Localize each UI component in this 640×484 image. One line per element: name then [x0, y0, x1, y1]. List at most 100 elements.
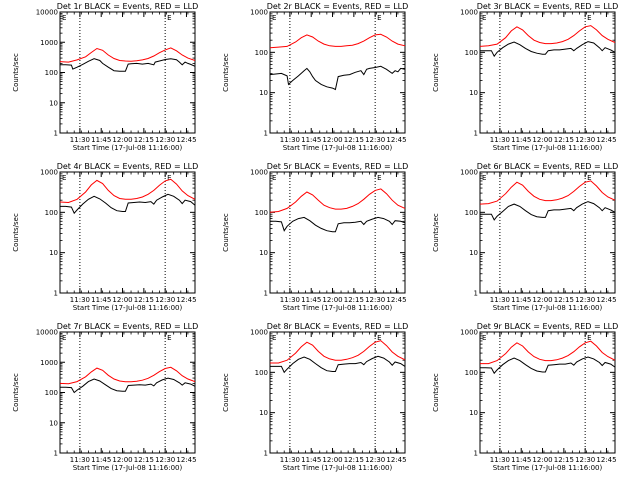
- y-tick-label: 10: [49, 249, 58, 257]
- x-tick-label: 11:30: [490, 136, 510, 144]
- panel-det-1r: Det 1r BLACK = Events, RED = LLD 1 10 100 10…: [12, 2, 198, 152]
- y-tick-label: 10: [259, 409, 268, 417]
- series-line-events: [269, 65, 406, 91]
- x-axis-label: Start Time (17-Jul-08 11:16:00): [493, 304, 603, 312]
- y-axis-label: Counts/sec: [222, 53, 230, 92]
- x-tick-label: 12:30: [365, 296, 385, 304]
- x-axis-label: Start Time (17-Jul-08 11:16:00): [493, 144, 603, 152]
- y-tick-label: 100: [45, 389, 58, 397]
- series-line-lld: [59, 178, 196, 204]
- x-tick-label: 12:45: [386, 136, 406, 144]
- x-tick-label: 11:30: [490, 456, 510, 464]
- series-line-lld: [269, 33, 406, 49]
- series-line-lld: [269, 188, 406, 213]
- y-tick-label: 1: [54, 130, 58, 138]
- x-tick-label: 12:45: [176, 296, 196, 304]
- series-line-events: [60, 377, 196, 394]
- series-line-events: [60, 58, 196, 72]
- x-tick-label: 11:45: [301, 136, 321, 144]
- x-tick-label: 12:00: [532, 296, 552, 304]
- corner-marker-right: E: [167, 14, 171, 22]
- x-tick-label: 12:45: [386, 296, 406, 304]
- x-tick-label: 11:30: [280, 296, 300, 304]
- x-axis-label: Start Time (17-Jul-08 11:16:00): [283, 144, 393, 152]
- panel-title: Det 8r BLACK = Events, RED = LLD: [267, 322, 409, 331]
- y-axis-label: Counts/sec: [12, 53, 20, 92]
- y-tick-label: 100: [465, 209, 478, 217]
- x-tick-label: 11:30: [280, 136, 300, 144]
- panel-det-4r: Det 4r BLACK = Events, RED = LLD 1 10 100 10…: [12, 162, 198, 312]
- y-tick-label: 1000: [460, 169, 478, 177]
- corner-marker-right: E: [377, 174, 381, 182]
- x-tick-label: 12:30: [155, 296, 175, 304]
- corner-marker-left: E: [272, 14, 276, 22]
- corner-marker-left: E: [62, 334, 66, 342]
- x-tick-label: 11:45: [91, 296, 111, 304]
- x-tick-label: 12:00: [112, 296, 132, 304]
- panel-title: Det 9r BLACK = Events, RED = LLD: [477, 322, 619, 331]
- x-tick-label: 12:15: [554, 296, 574, 304]
- series-line-lld: [479, 25, 616, 47]
- panel-title: Det 6r BLACK = Events, RED = LLD: [477, 162, 619, 171]
- panel-title: Det 2r BLACK = Events, RED = LLD: [267, 2, 409, 11]
- x-axis-label: Start Time (17-Jul-08 11:16:00): [283, 304, 393, 312]
- x-tick-label: 12:45: [386, 456, 406, 464]
- x-tick-label: 12:45: [176, 136, 196, 144]
- corner-marker-left: E: [62, 174, 66, 182]
- corner-marker-right: E: [167, 174, 171, 182]
- y-axis-label: Counts/sec: [12, 213, 20, 252]
- x-tick-label: 12:45: [176, 456, 196, 464]
- y-axis-label: Counts/sec: [12, 373, 20, 412]
- series-line-events: [270, 355, 406, 374]
- plot-frame: [479, 171, 616, 294]
- panel-det-6r: Det 6r BLACK = Events, RED = LLD 1 10 100 10…: [432, 162, 618, 312]
- y-tick-label: 1000: [460, 9, 478, 17]
- y-tick-label: 100: [255, 369, 268, 377]
- series-line-lld: [479, 180, 616, 205]
- y-tick-label: 10000: [36, 9, 58, 17]
- y-tick-label: 10: [469, 409, 478, 417]
- y-tick-label: 1000: [250, 9, 268, 17]
- corner-marker-left: E: [482, 334, 486, 342]
- x-tick-label: 12:00: [532, 456, 552, 464]
- y-tick-label: 1: [474, 450, 478, 458]
- x-axis-label: Start Time (17-Jul-08 11:16:00): [73, 304, 183, 312]
- series-line-events: [480, 201, 616, 221]
- corner-marker-left: E: [482, 174, 486, 182]
- x-tick-label: 12:00: [322, 456, 342, 464]
- x-tick-label: 12:00: [322, 296, 342, 304]
- x-tick-label: 12:15: [134, 456, 154, 464]
- x-tick-label: 12:15: [344, 136, 364, 144]
- panel-title: Det 3r BLACK = Events, RED = LLD: [477, 2, 619, 11]
- plot-frame: [269, 331, 406, 454]
- panel-title: Det 5r BLACK = Events, RED = LLD: [267, 162, 409, 171]
- x-axis-label: Start Time (17-Jul-08 11:16:00): [493, 464, 603, 472]
- y-tick-label: 1000: [460, 329, 478, 337]
- x-tick-label: 11:45: [511, 456, 531, 464]
- y-tick-label: 1000: [40, 39, 58, 47]
- corner-marker-left: E: [62, 14, 66, 22]
- y-tick-label: 1: [264, 290, 268, 298]
- y-tick-label: 100: [255, 209, 268, 217]
- x-tick-label: 12:00: [532, 136, 552, 144]
- x-tick-label: 12:30: [155, 456, 175, 464]
- corner-marker-left: E: [272, 334, 276, 342]
- series-line-events: [480, 41, 616, 58]
- panel-det-7r: Det 7r BLACK = Events, RED = LLD 1 10 100 10…: [12, 322, 198, 472]
- plot-frame: [269, 171, 406, 294]
- x-tick-label: 11:30: [280, 456, 300, 464]
- x-tick-label: 11:45: [91, 456, 111, 464]
- x-tick-label: 12:30: [575, 456, 595, 464]
- series-line-lld: [480, 340, 616, 365]
- y-tick-label: 10: [49, 99, 58, 107]
- series-line-lld: [59, 366, 196, 385]
- plot-frame: [269, 11, 406, 134]
- x-tick-label: 11:30: [70, 456, 90, 464]
- plot-frame: [479, 331, 616, 454]
- y-tick-label: 1000: [250, 329, 268, 337]
- x-tick-label: 12:15: [134, 136, 154, 144]
- y-tick-label: 1: [54, 450, 58, 458]
- x-tick-label: 12:30: [155, 136, 175, 144]
- x-tick-label: 12:00: [112, 456, 132, 464]
